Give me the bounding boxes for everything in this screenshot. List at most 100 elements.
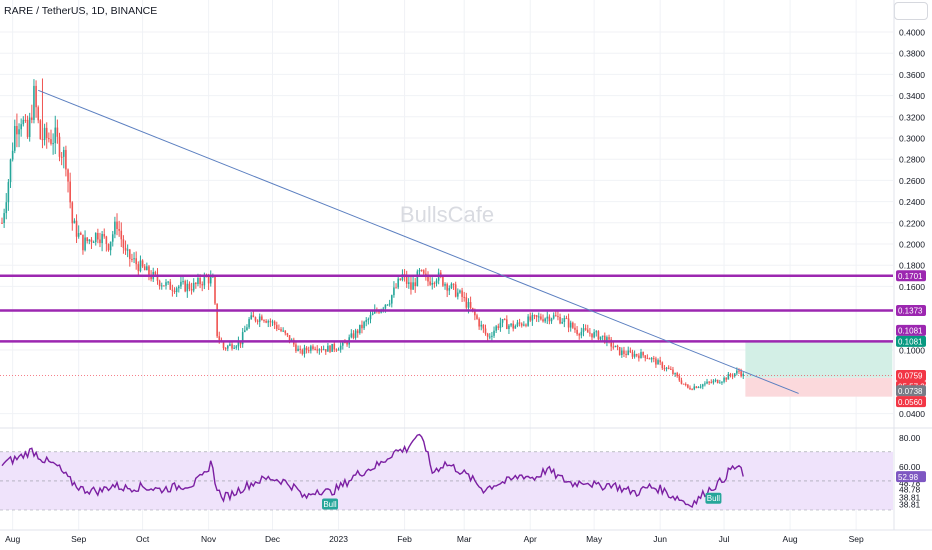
- candle-body: [648, 358, 651, 360]
- candle-body: [567, 318, 570, 328]
- candle-body: [599, 336, 602, 340]
- candle-body: [650, 358, 653, 360]
- candle-body: [563, 318, 566, 322]
- candle-body: [122, 239, 125, 248]
- candle-body: [365, 320, 368, 322]
- candle-body: [631, 352, 634, 357]
- candle-body: [672, 369, 674, 374]
- candle-body: [150, 275, 152, 280]
- candle-body: [616, 345, 619, 348]
- candle-body: [203, 276, 206, 286]
- price-badge-label: 0.0759: [898, 372, 923, 381]
- candle-body: [73, 220, 76, 224]
- candle-body: [165, 282, 167, 286]
- candle-body: [706, 381, 708, 384]
- candle-body: [312, 346, 314, 349]
- candle-body: [37, 107, 40, 121]
- candle-body: [97, 232, 99, 240]
- candle-body: [576, 329, 578, 335]
- candle-body: [535, 315, 538, 318]
- candle-body: [486, 333, 489, 337]
- candle-body: [305, 347, 308, 351]
- candle-body: [286, 333, 289, 336]
- candle-body: [446, 284, 448, 291]
- candle-body: [237, 340, 240, 347]
- candle-body: [171, 289, 174, 291]
- candle-body: [644, 355, 647, 359]
- candle-body: [742, 373, 745, 377]
- candle-body: [88, 239, 91, 242]
- candle-body: [9, 159, 12, 183]
- candle-body: [137, 264, 140, 272]
- candle-body: [169, 281, 172, 290]
- candle-body: [410, 282, 412, 290]
- level-lines: [0, 89, 893, 394]
- candle-body: [41, 139, 44, 141]
- candle-body: [516, 322, 519, 326]
- candle-body: [457, 292, 459, 297]
- candle-body: [154, 272, 157, 275]
- candle-body: [56, 127, 59, 137]
- price-badge-bg: [896, 304, 926, 316]
- candle-body: [712, 380, 715, 383]
- candle-body: [491, 335, 493, 337]
- candle-body: [725, 377, 727, 380]
- time-tick-label: Feb: [397, 534, 412, 544]
- candle-body: [31, 117, 33, 120]
- candle-body: [689, 387, 691, 390]
- rsi-current-label: 52.98: [898, 473, 919, 482]
- candle-body: [43, 127, 46, 140]
- candle-body: [126, 249, 129, 251]
- candle-body: [518, 322, 521, 324]
- candle-body: [320, 349, 323, 351]
- candle-body: [316, 349, 319, 351]
- candle-body: [695, 386, 698, 388]
- candle-body: [572, 322, 574, 328]
- candle-body: [158, 280, 161, 287]
- price-tick-label: 0.3000: [899, 134, 925, 144]
- candle-body: [35, 85, 37, 108]
- candle-body: [94, 232, 97, 243]
- candle-body: [114, 221, 116, 235]
- candle-body: [248, 319, 250, 328]
- candle-body: [559, 316, 561, 324]
- candle-body: [77, 233, 80, 237]
- rsi-tick-label: 38.81: [899, 499, 921, 509]
- candle-body: [216, 303, 218, 337]
- candle-body: [175, 288, 178, 292]
- candle-body: [139, 260, 142, 272]
- candle-body: [597, 331, 600, 340]
- candle-body: [476, 315, 478, 319]
- candle-body: [661, 362, 664, 369]
- candle-body: [339, 345, 342, 350]
- candle-body: [710, 382, 713, 384]
- candle-body: [382, 308, 385, 310]
- candle-body: [429, 281, 431, 285]
- candle-body: [188, 283, 191, 290]
- candle-body: [574, 327, 576, 330]
- time-tick-label: Oct: [136, 534, 150, 544]
- candle-body: [606, 337, 608, 343]
- candle-body: [591, 333, 593, 338]
- price-badge-label: 0.1373: [898, 307, 923, 316]
- price-badge: 0.0759: [896, 370, 926, 382]
- candle-body: [329, 345, 331, 352]
- candle-body: [467, 302, 470, 308]
- candle-body: [361, 324, 363, 329]
- candle-body: [399, 278, 402, 280]
- candle-body: [99, 239, 101, 244]
- rsi-tick-label: 48.78: [899, 478, 921, 488]
- candle-body: [719, 382, 721, 384]
- candle-body: [244, 330, 246, 333]
- candle-body: [674, 373, 676, 375]
- candle-body: [405, 275, 408, 284]
- chart-title: RARE / TetherUS, 1D, BINANCE: [4, 5, 157, 17]
- candle-body: [226, 345, 229, 349]
- candle-body: [418, 270, 421, 272]
- candle-body: [471, 307, 474, 311]
- candle-body: [284, 330, 287, 334]
- candle-body: [356, 330, 359, 334]
- candle-body: [540, 316, 542, 320]
- candle-body: [459, 290, 461, 293]
